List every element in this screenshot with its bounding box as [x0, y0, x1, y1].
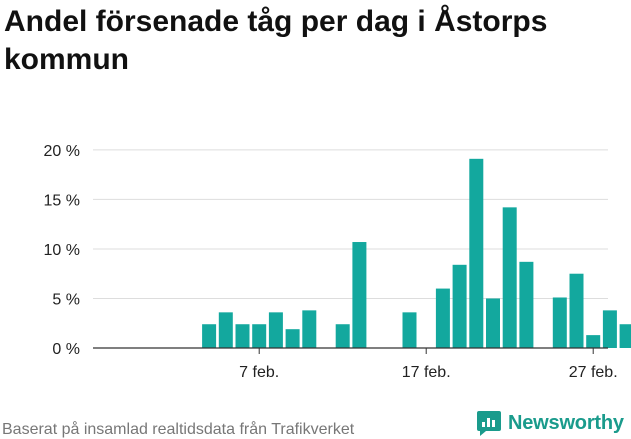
source-note: Baserat på insamlad realtidsdata från Tr…: [2, 421, 355, 438]
y-axis-tick-labels: 0 % 5 % 10 % 15 % 20 %: [44, 143, 80, 358]
y-tick-label: 20 %: [44, 143, 80, 160]
x-axis-ticks: 7 feb. 17 feb. 27 feb.: [239, 348, 618, 381]
bar: [302, 310, 317, 348]
bar: [519, 261, 534, 348]
brand-name: Newsworthy: [508, 411, 624, 434]
bar: [252, 324, 267, 348]
bar: [402, 312, 417, 348]
newsworthy-logo: Newsworthy: [476, 408, 624, 438]
bar: [202, 324, 217, 348]
bar: [235, 324, 250, 348]
bar: [552, 297, 567, 348]
y-tick-label: 10 %: [44, 242, 80, 259]
bar: [586, 335, 601, 348]
chart-title: Andel försenade tåg per dag i Åstorps ko…: [4, 5, 548, 76]
x-tick-label: 27 feb.: [569, 364, 618, 381]
bar: [268, 312, 283, 348]
y-tick-label: 5 %: [52, 291, 80, 308]
bar: [602, 310, 617, 348]
newsworthy-logo-icon: [477, 411, 501, 436]
bar-chart: 0 % 5 % 10 % 15 % 20 % 7 feb. 17 feb. 27 feb.: [44, 143, 631, 381]
y-tick-label: 0 %: [52, 341, 80, 358]
bar: [486, 298, 500, 348]
bar: [435, 288, 450, 348]
bar: [285, 329, 300, 348]
x-tick-label: 17 feb.: [402, 364, 451, 381]
bar: [452, 264, 467, 348]
bar: [619, 324, 631, 348]
bar: [469, 158, 484, 348]
y-tick-label: 15 %: [44, 192, 80, 209]
bar: [218, 312, 233, 348]
bar: [335, 324, 350, 348]
bars: [202, 158, 631, 348]
bar: [352, 242, 367, 348]
x-tick-label: 7 feb.: [239, 364, 279, 381]
bar: [502, 207, 517, 348]
bar: [569, 273, 584, 348]
